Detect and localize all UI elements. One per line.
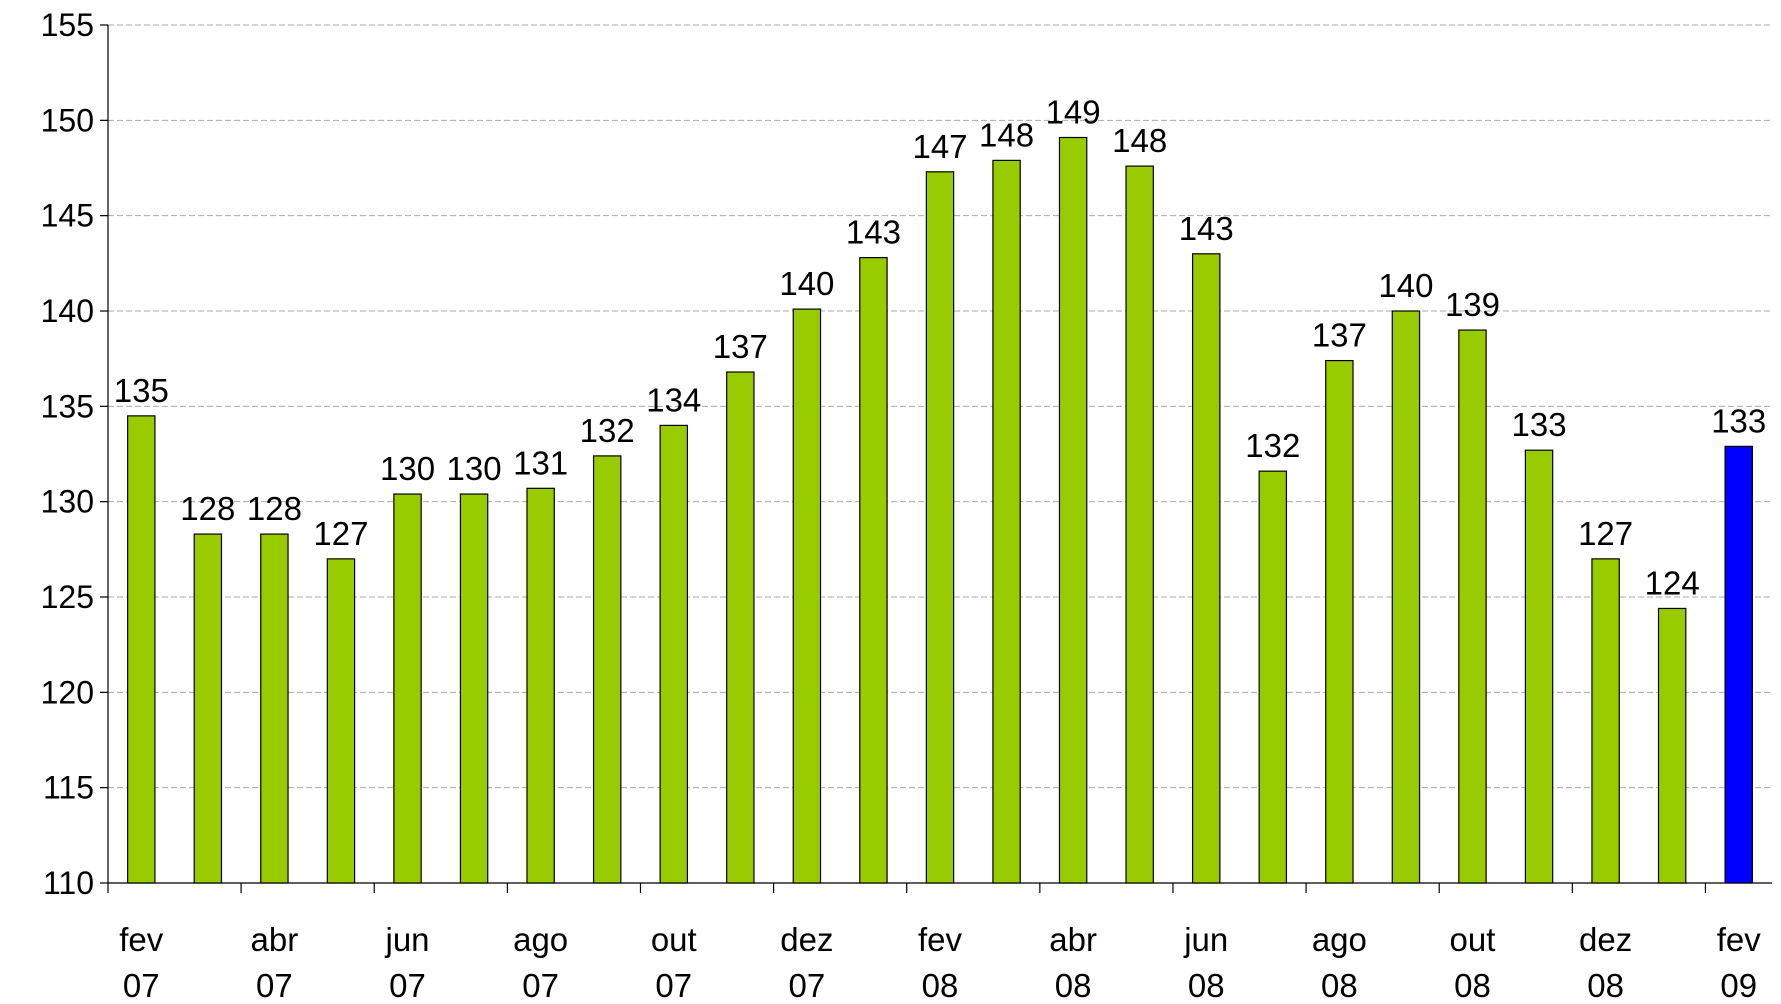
bar	[526, 487, 555, 884]
bar	[459, 493, 489, 884]
x-tick-label: 07	[522, 967, 559, 999]
bar	[792, 308, 822, 884]
bar	[1591, 558, 1620, 884]
value-label: 140	[1378, 267, 1433, 304]
value-label: 127	[313, 515, 368, 552]
bar	[659, 424, 689, 884]
x-tick-label: 08	[1321, 967, 1358, 999]
bar	[592, 455, 622, 884]
bar	[1524, 449, 1554, 884]
bar	[1458, 329, 1487, 884]
x-tick-label: abr	[251, 921, 299, 958]
bar	[925, 171, 955, 884]
y-tick-label: 120	[41, 674, 94, 710]
value-label: 134	[646, 381, 701, 418]
x-tick-label: 07	[389, 967, 426, 999]
bar	[859, 257, 888, 884]
bar	[1258, 470, 1288, 884]
value-label: 148	[979, 116, 1034, 153]
value-label: 137	[1312, 317, 1367, 354]
value-label: 130	[380, 450, 435, 487]
value-label: 124	[1645, 564, 1700, 601]
y-tick-label: 155	[41, 7, 94, 43]
value-label: 135	[114, 372, 169, 409]
bar	[1325, 359, 1354, 884]
value-label: 128	[180, 490, 235, 527]
value-label: 139	[1445, 286, 1500, 323]
x-tick-label: 08	[1055, 967, 1092, 999]
value-label: 133	[1711, 402, 1766, 439]
x-tick-label: out	[651, 921, 697, 958]
value-label: 147	[912, 128, 967, 165]
x-tick-label: ago	[513, 921, 568, 958]
value-label: 132	[1245, 427, 1300, 464]
value-label: 148	[1112, 122, 1167, 159]
x-tick-label: dez	[1579, 921, 1632, 958]
x-tick-label: 08	[922, 967, 959, 999]
x-tick-label: dez	[780, 921, 833, 958]
x-tick-label: fev	[1717, 921, 1762, 958]
bar	[1191, 253, 1221, 884]
x-tick-label: jun	[384, 921, 429, 958]
y-tick-label: 145	[41, 198, 94, 234]
value-label: 132	[580, 412, 635, 449]
value-label: 128	[247, 490, 302, 527]
x-tick-label: 08	[1454, 967, 1491, 999]
x-tick-label: 07	[123, 967, 160, 999]
x-tick-label: 07	[655, 967, 692, 999]
bar	[726, 371, 755, 884]
bar	[260, 533, 289, 884]
y-tick-label: 125	[41, 579, 94, 615]
value-label: 127	[1578, 515, 1633, 552]
bar	[326, 558, 356, 884]
value-label: 133	[1512, 406, 1567, 443]
y-tick-label: 130	[41, 484, 94, 520]
value-label: 149	[1046, 93, 1101, 130]
x-tick-label: fev	[918, 921, 963, 958]
bar	[1058, 136, 1088, 884]
x-tick-label: 09	[1720, 967, 1757, 999]
bar	[1391, 310, 1421, 884]
y-tick-label: 140	[41, 293, 94, 329]
bar	[393, 493, 422, 884]
x-tick-label: fev	[119, 921, 164, 958]
bar	[193, 533, 223, 884]
bar	[992, 159, 1021, 884]
x-tick-label: 07	[789, 967, 826, 999]
value-label: 143	[1179, 210, 1234, 247]
value-label: 130	[447, 450, 502, 487]
x-tick-label: abr	[1049, 921, 1097, 958]
x-tick-label: 08	[1587, 967, 1624, 999]
y-tick-label: 115	[43, 770, 94, 806]
bar	[127, 415, 156, 884]
x-tick-label: out	[1450, 921, 1496, 958]
value-label: 140	[779, 265, 834, 302]
bar	[1724, 445, 1753, 884]
value-label: 137	[713, 328, 768, 365]
value-label: 131	[513, 444, 568, 481]
y-tick-label: 150	[41, 102, 94, 138]
value-label: 143	[846, 214, 901, 251]
x-tick-label: 07	[256, 967, 293, 999]
x-tick-label: ago	[1312, 921, 1367, 958]
x-tick-label: 08	[1188, 967, 1225, 999]
y-tick-label: 110	[43, 865, 94, 901]
bar	[1657, 607, 1687, 884]
x-tick-label: jun	[1183, 921, 1228, 958]
y-tick-label: 135	[41, 388, 94, 424]
bar	[1125, 165, 1154, 884]
